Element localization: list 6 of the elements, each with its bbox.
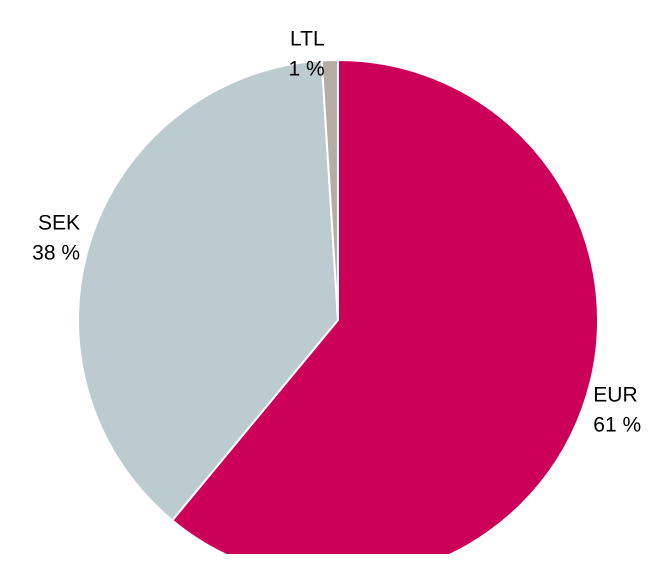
slice-label: LTL — [290, 28, 325, 51]
data-label: 38 % — [32, 241, 80, 264]
slice-label: EUR — [593, 384, 638, 407]
data-label: 1 % — [288, 58, 325, 81]
data-label: 61 % — [593, 414, 642, 437]
slice-label: SEK — [38, 211, 80, 234]
